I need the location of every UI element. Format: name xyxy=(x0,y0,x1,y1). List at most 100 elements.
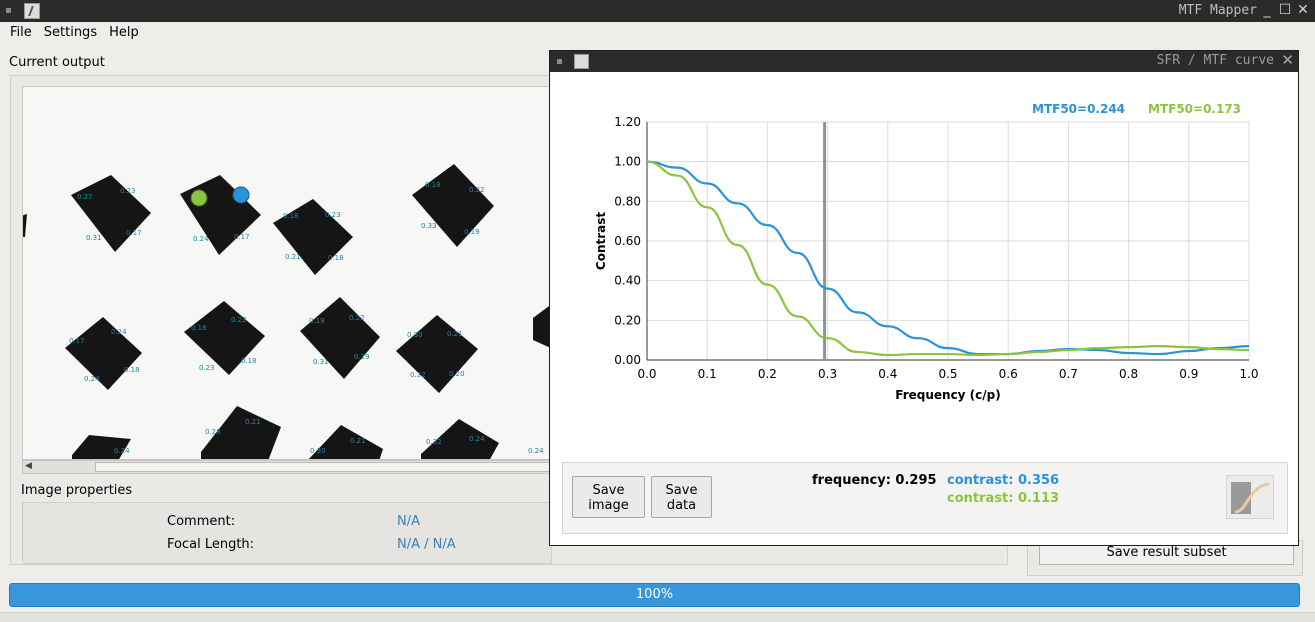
save-result-subset-button[interactable]: Save result subset xyxy=(1039,543,1294,565)
dialog-app-icon xyxy=(574,54,589,69)
y-tick-label: 0.60 xyxy=(614,234,641,248)
target-label: 0.22 xyxy=(349,314,365,322)
y-tick-label: 0.40 xyxy=(614,274,641,288)
target-square xyxy=(273,199,353,275)
status-strip xyxy=(0,612,1315,622)
target-label: 0.17 xyxy=(69,337,85,345)
y-tick-label: 1.00 xyxy=(614,155,641,169)
frequency-readout: frequency: 0.295 xyxy=(812,473,937,488)
menu-file[interactable]: File xyxy=(10,25,32,40)
image-properties-label: Image properties xyxy=(21,483,133,498)
target-label: 0.30 xyxy=(407,331,423,339)
target-label: 0.18 xyxy=(425,181,441,189)
maximize-icon[interactable]: ☐ xyxy=(1278,2,1292,18)
y-tick-label: 0.80 xyxy=(614,194,641,208)
target-label: 0.18 xyxy=(283,212,299,220)
target-label: 0.22 xyxy=(469,186,485,194)
target-label: 0.24 xyxy=(528,447,544,455)
target-label: 0.32 xyxy=(410,371,426,379)
target-label: 0.28 xyxy=(205,428,221,436)
target-label: 0.18 xyxy=(241,357,257,365)
save-data-button[interactable]: Save data xyxy=(651,476,712,518)
x-tick-label: 0.2 xyxy=(758,367,777,381)
target-square xyxy=(300,297,380,379)
target-label: 0.27 xyxy=(77,193,93,201)
current-output-label: Current output xyxy=(9,55,105,70)
app-icon xyxy=(24,3,40,19)
window-titlebar: MTF Mapper _ ☐ ✕ xyxy=(0,0,1315,22)
target-label: 0.33 xyxy=(421,222,437,230)
image-view[interactable]: 0.27 0.23 0.31 0.17 0.24 0.17 0.18 0.23 0.21… xyxy=(22,86,552,460)
mtf50-label-green: MTF50=0.173 xyxy=(1148,102,1241,116)
y-axis-label: Contrast xyxy=(594,212,608,270)
dialog-close-icon[interactable]: ✕ xyxy=(1281,51,1294,69)
target-image: 0.27 0.23 0.31 0.17 0.24 0.17 0.18 0.23 0.21… xyxy=(23,164,551,459)
target-square xyxy=(180,175,261,255)
dialog-titlebar: SFR / MTF curve ✕ xyxy=(550,51,1298,72)
mtf-chart[interactable]: 0.0 0.1 0.2 0.3 0.4 0.5 0.6 0.7 0.8 0.9 1.0 0.00 0.2… xyxy=(550,73,1298,463)
target-label: 0.23 xyxy=(231,316,247,324)
dialog-menu-icon[interactable] xyxy=(557,59,562,64)
scroll-thumb[interactable] xyxy=(95,462,555,472)
target-label: 0.24 xyxy=(114,447,130,455)
target-square xyxy=(412,164,494,247)
y-tick-label: 1.20 xyxy=(614,115,641,129)
target-label: 0.24 xyxy=(469,435,485,443)
target-square xyxy=(533,304,551,349)
target-label: 0.23 xyxy=(120,187,136,195)
target-label: 0.31 xyxy=(313,358,329,366)
target-label: 0.17 xyxy=(234,233,250,241)
contrast-readout-blue: contrast: 0.356 xyxy=(947,473,1060,488)
horizontal-scrollbar[interactable]: ◀ xyxy=(22,460,555,474)
target-label: 0.19 xyxy=(354,353,370,361)
window-title: MTF Mapper xyxy=(1178,3,1257,18)
progress-bar: 100% xyxy=(9,583,1300,607)
comment-key: Comment: xyxy=(167,514,236,529)
minimize-icon[interactable]: _ xyxy=(1263,2,1271,18)
x-tick-label: 0.4 xyxy=(878,367,897,381)
target-square xyxy=(72,435,131,459)
target-square xyxy=(308,425,383,459)
save-image-button[interactable]: Save image xyxy=(572,476,645,518)
blue-marker xyxy=(232,186,250,204)
x-axis-label: Frequency (c/p) xyxy=(895,388,1000,402)
comment-value: N/A xyxy=(397,514,420,529)
target-label: 0.17 xyxy=(126,229,142,237)
target-square xyxy=(23,214,27,237)
target-label: 0.21 xyxy=(350,437,366,445)
y-tick-label: 0.20 xyxy=(614,313,641,327)
target-label: 0.21 xyxy=(285,253,301,261)
target-label: 0.24 xyxy=(193,235,209,243)
target-square xyxy=(184,301,265,375)
x-tick-label: 0.9 xyxy=(1179,367,1198,381)
target-label: 0.30 xyxy=(310,447,326,455)
target-label: 0.31 xyxy=(86,234,102,242)
target-label: 0.20 xyxy=(449,370,465,378)
mtf-dialog: SFR / MTF curve ✕ 0.0 0.1 0.2 0.3 0.4 0.5 0.6 0… xyxy=(549,50,1299,546)
target-label: 0.23 xyxy=(199,364,215,372)
target-label: 0.18 xyxy=(124,366,140,374)
target-label: 0.24 xyxy=(111,328,127,336)
image-properties-panel: Comment: N/A Focal Length: N/A / N/A xyxy=(22,502,552,564)
save-data-label-2: data xyxy=(666,498,697,513)
save-image-label-2: image xyxy=(588,498,629,513)
y-tick-label: 0.00 xyxy=(614,353,641,367)
focal-length-value: N/A / N/A xyxy=(397,537,456,552)
x-tick-label: 1.0 xyxy=(1239,367,1258,381)
focal-length-key: Focal Length: xyxy=(167,537,255,552)
x-tick-label: 0.6 xyxy=(999,367,1018,381)
target-square xyxy=(201,406,281,459)
target-label: 0.21 xyxy=(447,330,463,338)
target-label: 0.19 xyxy=(464,228,480,236)
mtf-logo-icon xyxy=(1226,475,1274,519)
close-icon[interactable]: ✕ xyxy=(1297,2,1309,18)
target-label: 0.18 xyxy=(328,254,344,262)
scroll-left-icon[interactable]: ◀ xyxy=(25,461,32,471)
menu-settings[interactable]: Settings xyxy=(43,25,98,40)
target-square xyxy=(71,175,151,252)
x-tick-label: 0.1 xyxy=(698,367,717,381)
save-image-label-1: Save xyxy=(592,483,625,498)
target-square xyxy=(396,315,478,393)
menu-help[interactable]: Help xyxy=(109,25,139,40)
window-menu-icon[interactable] xyxy=(6,8,11,13)
